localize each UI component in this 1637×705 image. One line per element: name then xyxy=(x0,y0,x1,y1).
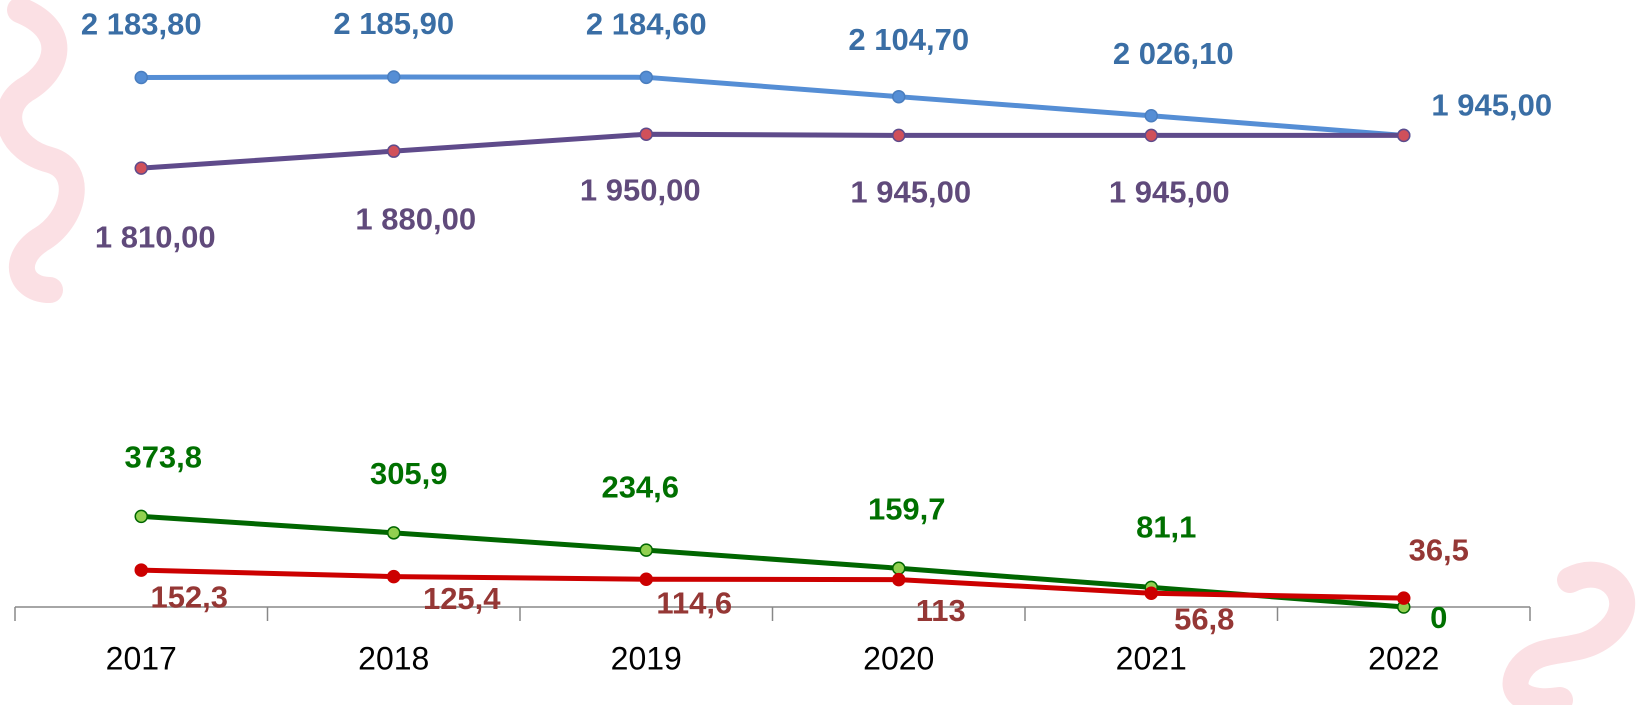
data-label: 159,7 xyxy=(868,491,946,526)
data-label: 152,3 xyxy=(150,579,228,614)
chart: 2017 2018 2019 2020 2021 2022 2 183,80 2 185,90… xyxy=(0,0,1637,705)
marker xyxy=(1398,592,1410,604)
marker xyxy=(1398,129,1410,141)
data-label: 305,9 xyxy=(370,456,448,491)
data-label: 2 026,10 xyxy=(1113,36,1234,71)
x-tick-label: 2020 xyxy=(863,640,934,676)
marker xyxy=(388,527,400,539)
data-label: 234,6 xyxy=(601,469,679,504)
marker xyxy=(640,544,652,556)
series-line xyxy=(141,134,1404,168)
marker xyxy=(388,145,400,157)
data-label: 114,6 xyxy=(656,585,732,620)
marker xyxy=(388,71,400,83)
data-label: 2 183,80 xyxy=(81,7,202,42)
data-label: 36,5 xyxy=(1409,532,1469,567)
data-label: 1 810,00 xyxy=(95,219,216,254)
data-label: 0 xyxy=(1430,600,1447,635)
data-label: 2 185,90 xyxy=(333,6,454,41)
marker xyxy=(640,71,652,83)
marker xyxy=(1145,110,1157,122)
x-tick-label: 2022 xyxy=(1368,640,1439,676)
data-label: 2 184,60 xyxy=(586,7,707,42)
x-tick-label: 2017 xyxy=(106,640,177,676)
x-tick-label: 2018 xyxy=(358,640,429,676)
marker xyxy=(640,128,652,140)
series-line xyxy=(141,570,1404,598)
data-label: 56,8 xyxy=(1174,601,1234,636)
data-label: 1 945,00 xyxy=(1431,88,1552,123)
data-label: 1 945,00 xyxy=(1109,175,1230,210)
marker xyxy=(135,72,147,84)
data-label: 373,8 xyxy=(124,440,202,475)
data-label: 113 xyxy=(916,593,966,628)
marker xyxy=(388,571,400,583)
data-label: 1 880,00 xyxy=(355,201,476,236)
data-label: 125,4 xyxy=(423,581,501,616)
data-label: 1 950,00 xyxy=(580,172,701,207)
marker xyxy=(893,129,905,141)
marker xyxy=(893,562,905,574)
marker xyxy=(893,91,905,103)
marker xyxy=(893,574,905,586)
data-label: 1 945,00 xyxy=(850,175,971,210)
marker xyxy=(135,162,147,174)
marker xyxy=(640,573,652,585)
data-label: 81,1 xyxy=(1136,510,1196,545)
marker xyxy=(1145,587,1157,599)
data-label: 2 104,70 xyxy=(848,22,969,57)
marker xyxy=(1145,129,1157,141)
series-line xyxy=(141,77,1404,135)
x-tick-label: 2019 xyxy=(611,640,682,676)
marker xyxy=(135,564,147,576)
marker xyxy=(135,510,147,522)
x-tick-label: 2021 xyxy=(1116,640,1187,676)
